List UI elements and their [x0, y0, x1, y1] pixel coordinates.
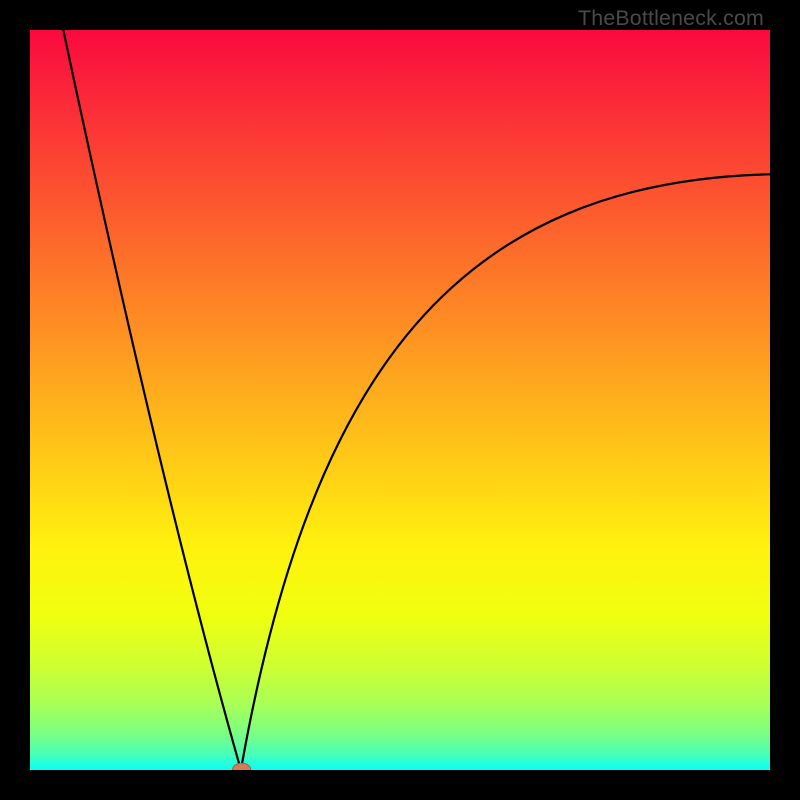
plot-svg — [30, 30, 770, 770]
chart-container: { "figure": { "type": "line", "canvas_w"… — [0, 0, 800, 800]
watermark-text: TheBottleneck.com — [578, 6, 764, 31]
plot-area — [30, 30, 770, 770]
gradient-background — [30, 30, 770, 770]
